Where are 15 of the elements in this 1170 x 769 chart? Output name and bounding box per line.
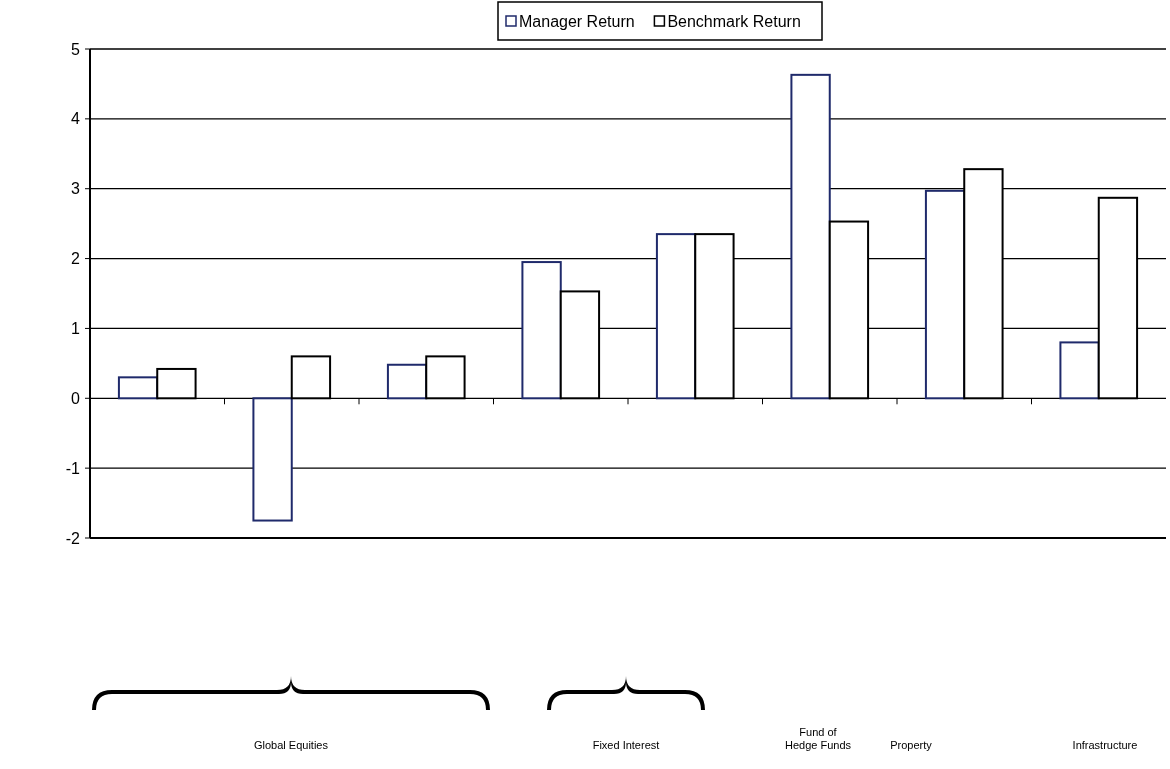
legend-label: Benchmark Return	[667, 12, 801, 30]
text: Property	[890, 739, 933, 751]
y-tick-label: -1	[65, 459, 81, 477]
text: Infrastructure	[1072, 739, 1138, 751]
y-tick-label: 1	[71, 320, 81, 338]
y-tick-label: 2	[71, 250, 81, 268]
legend-label: Manager Return	[519, 12, 635, 30]
text: Fund of Hedge Funds	[784, 726, 852, 751]
y-tick-label: 4	[71, 110, 81, 128]
y-tick-label: 5	[71, 40, 81, 58]
text: Global Equities	[254, 739, 329, 751]
y-tick-label: 0	[71, 389, 81, 407]
y-tick-label: 3	[71, 180, 81, 198]
text: Fixed Interest	[592, 739, 660, 751]
y-tick-label: -2	[65, 529, 81, 547]
